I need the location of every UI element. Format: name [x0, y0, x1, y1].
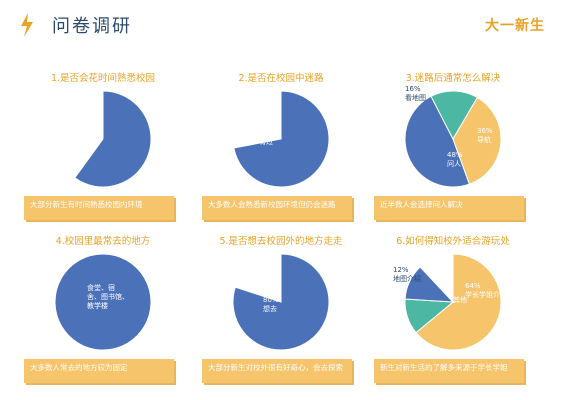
slice-label: 问人	[447, 160, 461, 168]
chart-panel-4: 4.校园里最常去的地方 食堂、宿 舍、图书馆、 教学楼 大多数人常去的地方较为固定	[18, 233, 188, 393]
chart-title: 6.如何得知校外适合游玩处	[396, 236, 510, 247]
pie-chart: 72%有过	[233, 90, 330, 188]
slice-label: 36%	[477, 127, 493, 135]
chart-panel-3: 3.迷路后通常怎么解决 48% 问人 16% 看地图 36% 导航 近半数人会选择问人解决	[368, 70, 538, 230]
slice-label: 导航	[477, 135, 491, 144]
slice-label: 80%	[263, 296, 279, 304]
header: 问卷调研 大一新生	[0, 0, 565, 50]
chart-panel-5: 5.是否想去校园外的地方走走 80% 想去 大部分新生对校外很有好奇心，会去探索	[196, 233, 366, 393]
slice-label: 教学楼	[87, 301, 108, 310]
chart-title: 4.校园里最常去的地方	[55, 236, 151, 247]
chart-caption: 新生对新生活的了解多来源于学长学姐	[374, 359, 524, 383]
brand-label: 大一新生	[485, 18, 545, 34]
slice-label: 食堂、宿	[87, 283, 115, 292]
slice-label: 64%	[465, 282, 481, 290]
chart-title: 1.是否会花时间熟悉校园	[50, 73, 156, 84]
slice-label: 48%	[447, 151, 463, 159]
pie-slice	[404, 266, 455, 303]
logo-icon	[21, 13, 33, 37]
chart-title: 5.是否想去校园外的地方走走	[219, 236, 343, 247]
pie-chart: 食堂、宿舍、图书馆、教学楼	[54, 253, 152, 351]
chart-caption: 大部分新生有时间熟悉校园内环境	[24, 196, 174, 220]
chart-panel-1: 1.是否会花时间熟悉校园 60% 会 大部分新生有时间熟悉校园内环境	[18, 70, 188, 230]
pie-slice	[54, 253, 152, 351]
chart-caption: 大多数人会熟悉新校园环境但仍会迷路	[202, 196, 352, 220]
pie-slice	[415, 253, 502, 351]
page-title: 问卷调研	[52, 16, 132, 37]
pie-slice	[233, 90, 330, 188]
pie-chart: 80%想去	[232, 253, 330, 351]
slice-label: 学长学姐介绍	[465, 290, 507, 299]
chart-panel-6: 6.如何得知校外适合游玩处 64%学长学姐介绍12%软件介绍12%地图介绍其他 …	[368, 233, 538, 393]
chart-panel-2: 2.是否在校园中迷路 72% 有过 大多数人会熟悉新校园环境但仍会迷路	[196, 70, 366, 230]
slice-label: 有过	[259, 137, 273, 146]
chart-title: 3.迷路后通常怎么解决	[405, 73, 501, 84]
slice-label: 舍、图书馆、	[87, 292, 129, 301]
slice-label: 60%	[81, 133, 97, 141]
pie-slice	[74, 90, 152, 188]
pie-slice	[404, 95, 471, 188]
slice-label: 12%	[393, 266, 409, 274]
pie-slice	[232, 253, 330, 351]
pie-slice	[430, 90, 478, 141]
slice-label: 会	[81, 141, 88, 150]
chart-caption: 大多数人常去的地方较为固定	[24, 359, 174, 383]
slice-label: 想去	[263, 304, 277, 313]
chart-caption: 大部分新生对校外很有好奇心，会去探索	[202, 359, 352, 383]
slice-label: 72%	[259, 129, 275, 137]
chart-title: 2.是否在校园中迷路	[238, 73, 324, 84]
pie-chart: 48%问人 16%看地图 36%导航	[404, 85, 502, 188]
slice-label: 16%	[405, 85, 421, 93]
pie-slice	[452, 96, 502, 185]
slice-label: 看地图	[405, 93, 426, 102]
chart-caption: 近半数人会选择问人解决	[374, 196, 524, 220]
slice-label: 其他	[453, 295, 467, 304]
pie-chart: 60%会	[74, 90, 152, 188]
slice-label: 地图介绍	[393, 274, 421, 283]
